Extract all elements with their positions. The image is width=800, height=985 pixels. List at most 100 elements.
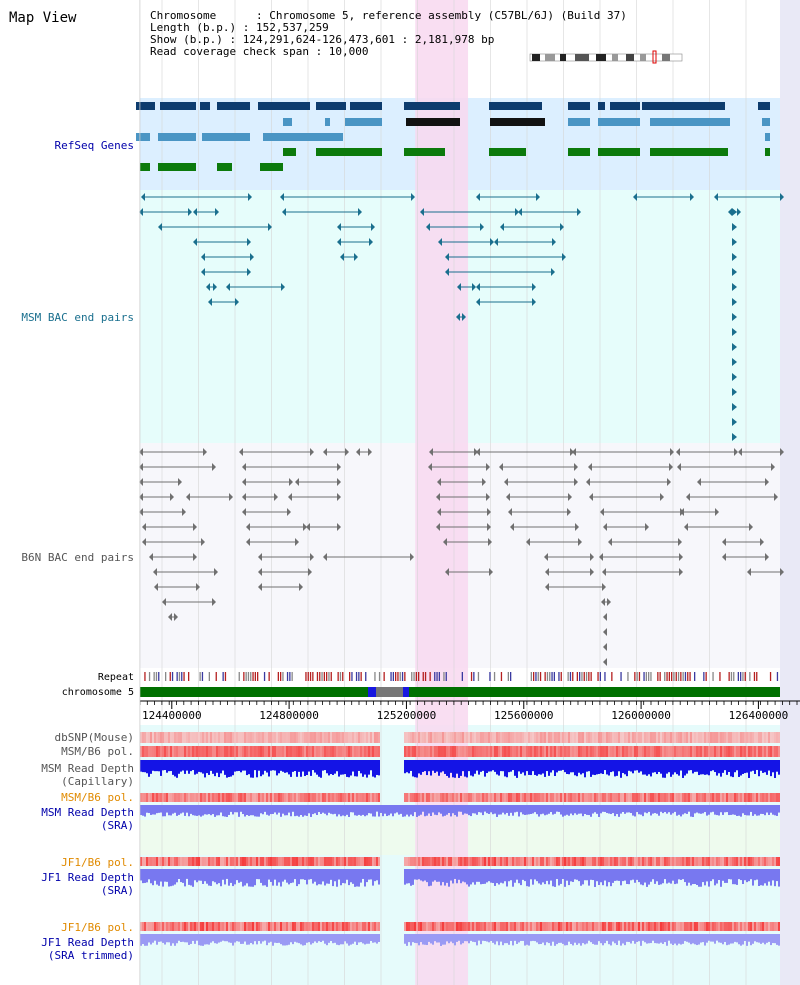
jf1-read-depth-sra-bar [346,869,348,880]
msm-bac-pair-end [281,283,285,291]
jf1-read-depth-sra-bar [588,869,590,886]
jf1-read-depth-sra-bar [202,869,204,884]
jf1-read-depth-sra-bar [516,869,518,880]
jf1-read-depth-trim-bar [340,934,342,945]
info-chromosome: Chromosome : Chromosome 5, reference ass… [150,9,627,22]
jf1-b6-pol-heat-cell [620,857,622,866]
msm-b6-pol-heat-cell [254,746,256,757]
b6n-bac-label[interactable]: B6N BAC end pairs [21,551,134,564]
jf1-b6-pol-2-heat-cell [154,922,156,931]
msm-read-depth-sra-bar [306,805,308,816]
jf1-b6-pol-2-heat-cell [736,922,738,931]
msm-b6-pol-2-heat-cell [614,793,616,802]
jf1-b6-pol-2-heat-cell [686,922,688,931]
msm-bac-label[interactable]: MSM BAC end pairs [21,311,134,324]
msm-b6-pol-2-heat-cell [606,793,608,802]
jf1-b6-pol-2-heat-cell [632,922,634,931]
jf1-read-depth-trim-bar [686,934,688,942]
msm-read-depth-sra-bar [696,805,698,813]
msm-b6-pol-2-heat-cell [668,793,670,802]
jf1-b6-pol-2-heat-cell [368,922,370,931]
msm-read-depth-sra-bar [704,805,706,813]
jf1-read-depth-trim-bar [194,934,196,944]
msm-b6-pol-2-heat-cell [140,793,142,802]
msm-b6-pol-2-heat-cell [296,793,298,802]
msm-read-depth-cap-bar [720,760,722,777]
repeat-mark [171,672,174,681]
jf1-b6-pol-2-heat-cell [738,922,740,931]
jf1-b6-pol-2-heat-cell [666,922,668,931]
msm-b6-pol-2-heat-cell [318,793,320,802]
repeat-mark [413,672,415,681]
msm-read-depth-cap-bar [482,760,484,771]
msm-b6-pol-heat-cell [600,746,602,757]
jf1-read-depth-sra-bar [258,869,260,880]
dbsnp-heat-cell [576,732,578,743]
jf1-read-depth-trim-bar [354,934,356,942]
jf1-read-depth-sra-bar [560,869,562,884]
msm-read-depth-sra-bar [390,805,392,814]
msm-read-depth-sra-bar [446,805,448,815]
msm-read-depth-sra-bar [720,805,722,813]
jf1-read-depth-sra-bar [644,869,646,883]
refseq-genes-label[interactable]: RefSeq Genes [54,139,134,152]
repeat-mark [383,672,385,681]
jf1-read-depth-trim-bar [320,934,322,943]
jf1-b6-pol-2-heat-cell [534,922,536,931]
jf1-b6-pol-2-heat-cell [624,922,626,931]
jf1-b6-pol-heat-cell [546,857,548,866]
jf1-read-depth-sra-bar [430,869,432,886]
jf1-b6-pol-heat-cell [188,857,190,866]
dbsnp-heat-cell [440,732,442,743]
msm-read-depth-cap-bar [442,760,444,772]
msm-read-depth-cap-bar [478,760,480,775]
msm-b6-pol-2-heat-cell [620,793,622,802]
jf1-b6-pol-2-heat-cell [312,922,314,931]
msm-read-depth-cap-bar [656,760,658,775]
jf1-b6-pol-heat-cell [590,857,592,866]
jf1-b6-pol-2-heat-cell [442,922,444,931]
msm-read-depth-cap-bar [298,760,300,772]
msm-b6-pol-heat-cell [486,746,488,757]
msm-b6-pol-2-heat-cell [538,793,540,802]
jf1-b6-pol-heat-cell [292,857,294,866]
jf1-b6-pol-heat-cell [770,857,772,866]
msm-b6-pol-heat-cell [544,746,546,757]
jf1-read-depth-trim-bar [160,934,162,942]
msm-b6-pol-2-heat-cell [670,793,672,802]
jf1-b6-pol-2-heat-cell [474,922,476,931]
jf1-read-depth-sra-bar [298,869,300,885]
msm-b6-pol-heat-cell [722,746,724,757]
dbsnp-heat-cell [658,732,660,743]
msm-b6-pol-heat-cell [320,746,322,757]
msm-b6-pol-heat-cell [368,746,370,757]
dbsnp-heat-cell [500,732,502,743]
msm-b6-pol-2-heat-cell [486,793,488,802]
msm-read-depth-cap-bar [674,760,676,773]
msm-read-depth-cap-bar [352,760,354,772]
jf1-b6-pol-heat-cell [492,857,494,866]
jf1-b6-pol-heat-cell [466,857,468,866]
msm-read-depth-cap-bar [514,760,516,776]
jf1-read-depth-sra-bar [146,869,148,883]
jf1-read-depth-trim-bar [318,934,320,942]
dbsnp-heat-cell [770,732,772,743]
msm-b6-pol-heat-cell [262,746,264,757]
msm-b6-pol-heat-cell [298,746,300,757]
jf1-b6-pol-2-heat-cell [280,922,282,931]
b6n-bac-pair-end [142,523,146,531]
jf1-b6-pol-2-heat-cell [224,922,226,931]
jf1-read-depth-sra-bar [414,869,416,880]
refseq-gene [283,118,292,126]
msm-b6-pol-2-heat-cell [550,793,552,802]
jf1-read-depth-trim-bar [730,934,732,944]
msm-b6-pol-2-heat-cell [476,793,478,802]
msm-read-depth-sra-bar [766,805,768,813]
b6n-bac-pair-end [242,478,246,486]
jf1-b6-pol-2-heat-cell [766,922,768,931]
jf1-b6-pol-heat-cell [356,857,358,866]
msm-read-depth-sra-bar [168,805,170,816]
dbsnp-heat-cell [472,732,474,743]
msm-read-depth-sra-bar [186,805,188,813]
